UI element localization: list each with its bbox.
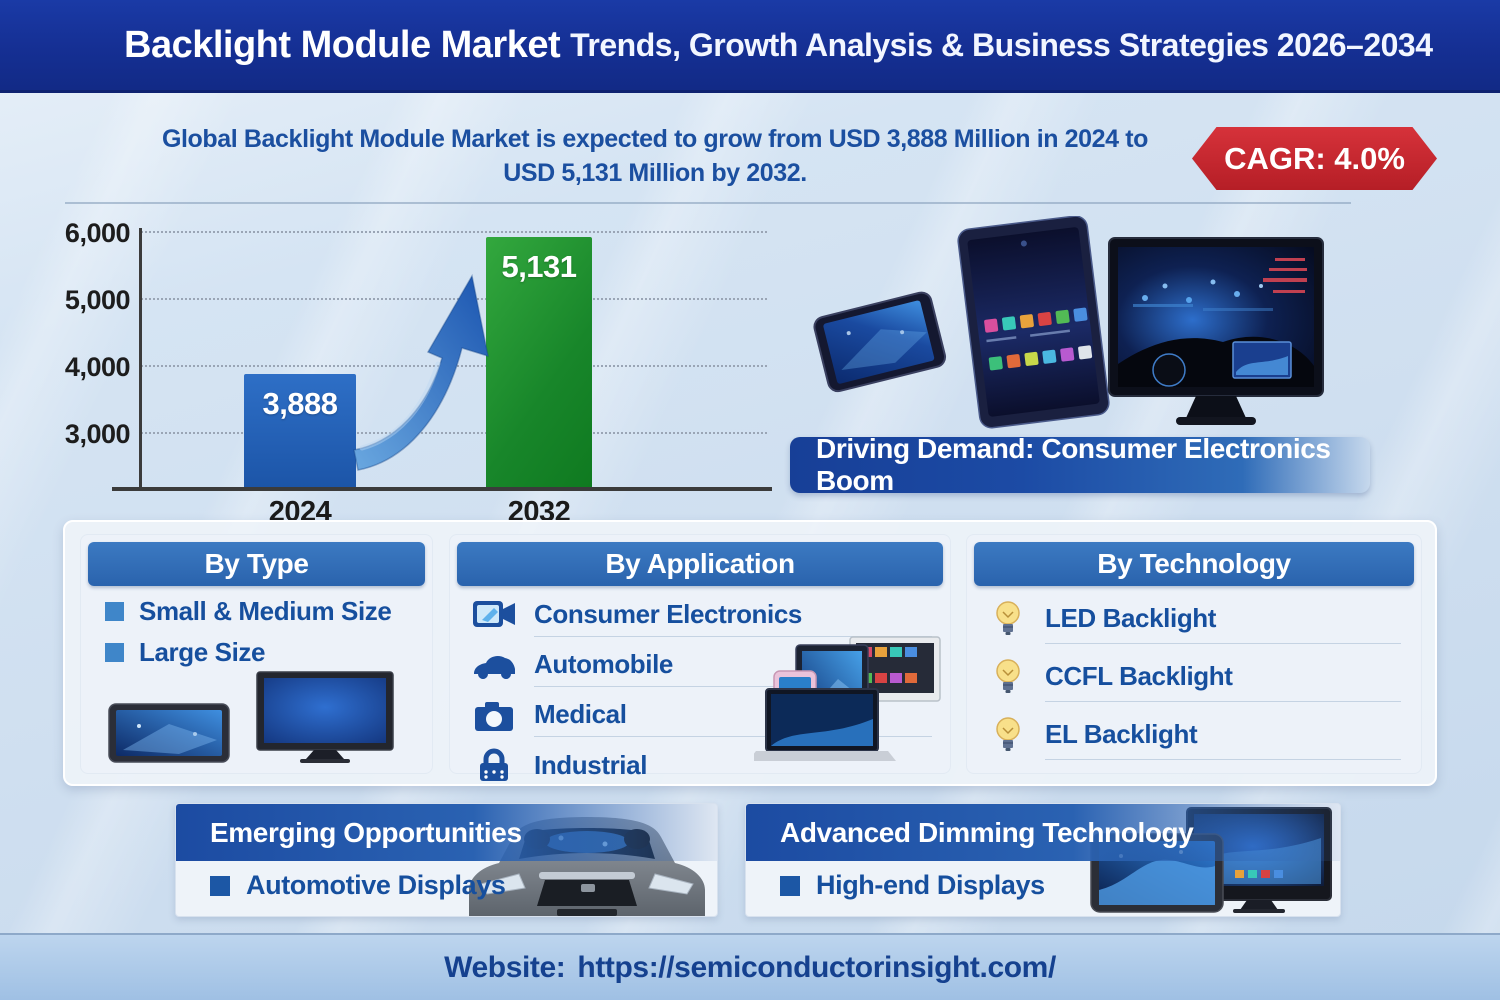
bulb-icon [996,659,1020,693]
emerging-item-label: Automotive Displays [246,870,506,900]
by-type-devices-image [108,671,394,763]
app-item-label: Automobile [534,649,673,679]
bar-2032: 5,131 [486,237,592,487]
growth-arrow-icon [353,273,489,471]
panel-by-application-title: By Application [457,542,943,586]
square-bullet-icon [780,875,800,896]
ytick-6000: 6,000 [64,218,131,248]
laptop-thumbnail [754,688,896,761]
tech-item-el: EL Backlight [993,710,1401,760]
panel-by-type: By Type Small & Medium Size Large Size [80,534,433,774]
website-url[interactable]: https://semiconductorinsight.com/ [577,950,1056,984]
type-item-label: Large Size [139,637,266,667]
app-item-label: Medical [534,699,627,729]
ytick-3000: 3,000 [64,419,131,449]
car-icon [474,655,515,679]
dimming-item-high-end-displays: High-end Displays [746,870,1340,901]
tech-item-led: LED Backlight [993,594,1401,644]
app-item-label: Consumer Electronics [534,599,802,629]
x-axis [112,487,772,491]
market-summary-line2: USD 5,131 Million by 2032. [503,159,807,187]
white-monitor-thumbnail [849,636,941,702]
panel-by-technology: By Technology LED Backlight CCFL Backlig… [966,534,1422,774]
smartphone-device [813,291,947,393]
cagr-value: CAGR: 4.0% [1224,140,1405,176]
app-tiles [984,307,1093,371]
panel-emerging-opportunities: Emerging Opportunities Automotive Displa… [175,803,718,917]
bulb-icon [996,601,1020,635]
panel-by-technology-title: By Technology [974,542,1414,586]
type-item-label: Small & Medium Size [139,596,392,626]
tablet-device [957,216,1110,429]
square-bullet-icon [105,602,124,621]
tv-stand [1186,396,1246,418]
bulb-icon [996,717,1020,751]
hero-devices-image [813,216,1324,429]
square-bullet-icon [210,875,230,896]
tech-item-label: LED Backlight [1045,603,1217,633]
city-lights [1133,279,1273,311]
tablet-thumbnail [108,703,230,763]
section-divider [65,202,1351,204]
app-item-label: Industrial [534,749,648,780]
advanced-dimming-title: Advanced Dimming Technology [746,804,1340,861]
tv-red-text [1263,258,1307,293]
y-axis [139,228,142,489]
app-item-industrial: Industrial [472,743,932,787]
bar-2024-value: 3,888 [262,386,338,421]
type-item-small-medium: Small & Medium Size [105,596,414,627]
page-title-strong: Backlight Module Market [124,23,561,66]
header-bar: Backlight Module Market Trends, Growth A… [0,0,1500,93]
video-display-icon [473,601,515,627]
dimming-item-label: High-end Displays [816,870,1045,900]
lock-icon [480,748,508,781]
tech-item-label: CCFL Backlight [1045,661,1233,691]
camera-icon [475,702,513,731]
app-item-consumer-electronics: Consumer Electronics [472,593,932,637]
footer-bar: Website: https://semiconductorinsight.co… [0,933,1500,1000]
app-item-automobile: Automobile [472,643,932,687]
panel-by-type-title: By Type [88,542,425,586]
bar-2032-value: 5,131 [501,249,577,284]
market-summary: Global Backlight Module Market is expect… [110,122,1200,190]
tech-item-ccfl: CCFL Backlight [993,652,1401,702]
page-title-rest: Trends, Growth Analysis & Business Strat… [570,26,1433,63]
tv-thumbnail [256,671,394,763]
square-bullet-icon [105,643,124,662]
by-application-devices-image [754,636,941,761]
bar-2024: 3,888 [244,374,356,487]
type-item-large: Large Size [105,637,414,668]
tech-item-label: EL Backlight [1045,719,1198,749]
driving-demand-label: Driving Demand: Consumer Electronics Boo… [816,433,1331,496]
market-summary-line1: Global Backlight Module Market is expect… [161,125,1149,153]
website-label: Website: [444,950,566,984]
gridline-5000 [141,298,767,300]
gridline-6000 [141,231,767,233]
panel-advanced-dimming: Advanced Dimming Technology High-end Dis… [745,803,1341,917]
app-item-medical: Medical [472,693,932,737]
emerging-item-automotive-displays: Automotive Displays [176,870,717,901]
gridline-3000 [141,432,767,434]
panel-by-application: By Application Consumer Electronics Auto… [449,534,951,781]
cagr-badge: CAGR: 4.0% [1192,127,1437,190]
tv-device [1108,237,1324,425]
ytick-5000: 5,000 [64,285,131,315]
driving-demand-banner: Driving Demand: Consumer Electronics Boo… [790,433,1370,496]
emerging-opportunities-title: Emerging Opportunities [176,804,717,861]
ytick-4000: 4,000 [64,352,131,382]
